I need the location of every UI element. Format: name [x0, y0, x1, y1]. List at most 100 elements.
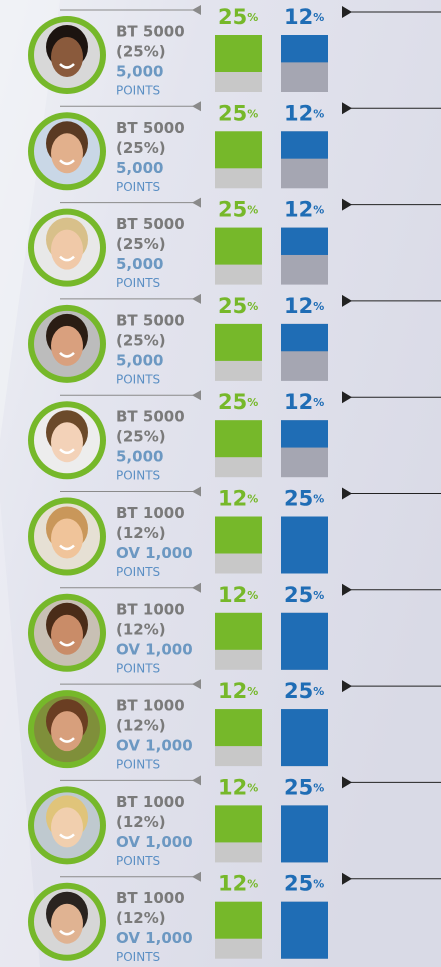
row-points-label: POINTS [116, 950, 160, 964]
row-points: 5,000 [116, 159, 163, 177]
blue-value: 12 [284, 390, 313, 414]
row-points-label: POINTS [116, 372, 160, 386]
green-value: 25 [218, 294, 247, 318]
row-points: OV 1,000 [116, 929, 193, 947]
green-unit: % [247, 685, 258, 698]
green-bar [215, 35, 262, 72]
blue-unit: % [313, 685, 324, 698]
row-points-label: POINTS [116, 469, 160, 483]
row-points: OV 1,000 [116, 737, 193, 755]
row-title: BT 5000 [116, 23, 185, 41]
blue-unit: % [313, 107, 324, 120]
blue-value: 12 [284, 294, 313, 318]
avatar-face [51, 133, 83, 173]
row-points: OV 1,000 [116, 640, 193, 658]
row-share: (12%) [116, 620, 166, 638]
row-title: BT 1000 [116, 504, 185, 522]
blue-unit: % [313, 878, 324, 891]
blue-value: 25 [284, 679, 313, 703]
blue-value: 25 [284, 487, 313, 511]
row-points-label: POINTS [116, 180, 160, 194]
green-value: 12 [218, 775, 247, 799]
green-value: 25 [218, 5, 247, 29]
blue-bar [281, 228, 328, 255]
green-unit: % [247, 396, 258, 409]
row-share: (25%) [116, 428, 166, 446]
row-title: BT 1000 [116, 600, 185, 618]
row-points: OV 1,000 [116, 544, 193, 562]
green-value: 12 [218, 583, 247, 607]
avatar-face [51, 519, 83, 559]
green-bar [215, 324, 262, 361]
avatar-face [51, 230, 83, 270]
blue-bar [281, 517, 328, 574]
green-bar [215, 613, 262, 650]
row-title: BT 5000 [116, 311, 185, 329]
row-share: (25%) [116, 331, 166, 349]
green-unit: % [247, 107, 258, 120]
green-value: 12 [218, 487, 247, 511]
blue-unit: % [313, 493, 324, 506]
row-share: (25%) [116, 43, 166, 61]
blue-unit: % [313, 204, 324, 217]
row-points-label: POINTS [116, 276, 160, 290]
blue-bar [281, 613, 328, 670]
green-value: 25 [218, 198, 247, 222]
row-points: 5,000 [116, 351, 163, 369]
row-title: BT 1000 [116, 793, 185, 811]
avatar-face [51, 37, 83, 77]
green-value: 12 [218, 679, 247, 703]
avatar-face [51, 326, 83, 366]
blue-value: 12 [284, 198, 313, 222]
row-points: 5,000 [116, 63, 163, 81]
blue-value: 25 [284, 872, 313, 896]
green-bar [215, 709, 262, 746]
blue-bar [281, 324, 328, 351]
blue-value: 25 [284, 583, 313, 607]
blue-value: 12 [284, 101, 313, 125]
green-unit: % [247, 300, 258, 313]
green-value: 25 [218, 390, 247, 414]
blue-value: 12 [284, 5, 313, 29]
green-value: 12 [218, 872, 247, 896]
green-unit: % [247, 781, 258, 794]
green-bar [215, 805, 262, 842]
avatar-face [51, 807, 83, 847]
avatar-face [51, 615, 83, 655]
row-title: BT 5000 [116, 119, 185, 137]
row-share: (12%) [116, 717, 166, 735]
blue-bar [281, 709, 328, 766]
row-points: 5,000 [116, 255, 163, 273]
blue-bar [281, 35, 328, 62]
green-bar [215, 517, 262, 554]
avatar-face [51, 711, 83, 751]
green-bar [215, 420, 262, 457]
row-share: (25%) [116, 139, 166, 157]
row-points-label: POINTS [116, 84, 160, 98]
row-points-label: POINTS [116, 565, 160, 579]
blue-unit: % [313, 781, 324, 794]
green-unit: % [247, 589, 258, 602]
row-share: (12%) [116, 909, 166, 927]
blue-bar [281, 805, 328, 862]
row-points: OV 1,000 [116, 833, 193, 851]
green-unit: % [247, 878, 258, 891]
green-value: 25 [218, 101, 247, 125]
blue-unit: % [313, 589, 324, 602]
row-title: BT 1000 [116, 889, 185, 907]
blue-value: 25 [284, 775, 313, 799]
infographic: BT 5000(25%)5,000POINTS25%12%BT 5000(25%… [0, 0, 441, 967]
avatar-face [51, 422, 83, 462]
row-title: BT 1000 [116, 697, 185, 715]
row-points-label: POINTS [116, 758, 160, 772]
row-share: (12%) [116, 524, 166, 542]
green-unit: % [247, 11, 258, 24]
green-bar [215, 902, 262, 939]
blue-unit: % [313, 300, 324, 313]
row-points: 5,000 [116, 448, 163, 466]
blue-bar [281, 131, 328, 158]
row-share: (25%) [116, 235, 166, 253]
green-bar [215, 131, 262, 168]
blue-bar [281, 420, 328, 447]
blue-unit: % [313, 396, 324, 409]
